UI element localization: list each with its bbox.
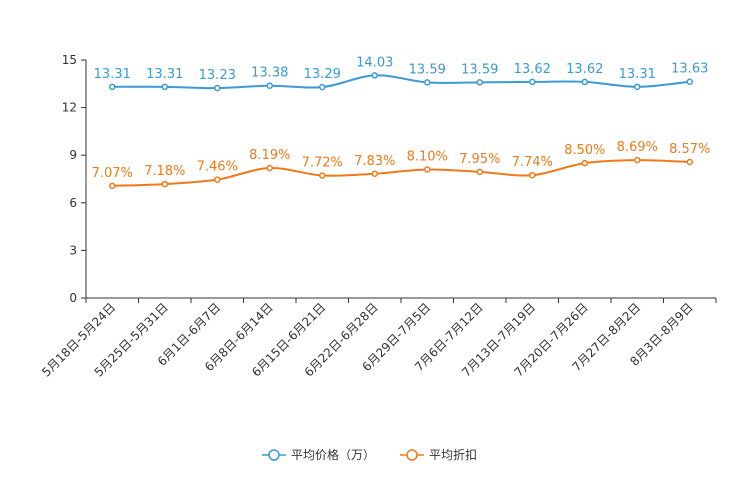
legend-label: 平均折扣 [429,447,477,462]
data-label: 7.83% [354,154,395,169]
data-point [476,168,483,176]
y-tick-label: 0 [69,291,77,305]
data-label: 7.95% [459,152,500,167]
data-label: 8.69% [617,140,658,155]
data-label: 13.38 [251,66,288,81]
data-point [634,83,641,91]
data-label: 8.10% [407,149,448,164]
data-point [371,72,378,79]
data-label: 13.63 [671,62,708,77]
data-point [634,156,641,164]
data-point [319,172,326,179]
y-tick-label: 9 [69,148,77,162]
data-point [161,83,168,91]
data-label: 7.72% [302,156,343,171]
data-point [686,158,693,166]
data-label: 13.31 [94,67,131,82]
legend-marker-icon [406,449,418,461]
data-label: 13.31 [146,67,183,82]
data-point [581,159,588,167]
data-point [109,83,116,91]
data-label: 7.46% [197,160,238,175]
series-line-0 [112,74,690,90]
data-point [266,82,273,89]
data-point [476,79,483,86]
data-label: 13.31 [619,67,656,82]
data-label: 7.74% [512,155,553,170]
data-point [529,78,536,86]
data-label: 7.18% [144,164,185,179]
y-tick-label: 15 [62,53,77,67]
y-tick-label: 3 [69,243,77,257]
data-point [581,78,588,86]
data-label: 13.59 [461,62,498,77]
data-point [424,79,431,86]
data-label: 8.19% [249,148,290,163]
data-point [371,170,378,178]
data-label: 14.03 [356,55,393,70]
series-line-1 [112,159,690,187]
y-tick-label: 6 [69,196,77,210]
data-label: 13.23 [199,68,236,83]
data-point [109,182,116,190]
data-point [161,180,168,188]
data-point [319,83,326,91]
legend-label: 平均价格（万） [291,447,375,462]
data-point [214,84,221,92]
legend-marker-icon [268,449,280,461]
data-label: 13.29 [304,67,341,82]
data-label: 8.57% [669,142,710,157]
data-label: 7.07% [92,166,133,181]
data-label: 13.62 [514,62,551,77]
data-point [529,171,536,179]
data-point [686,78,693,85]
data-label: 8.50% [564,143,605,158]
y-tick-label: 12 [62,101,77,115]
data-point [214,176,221,183]
data-point [424,166,431,173]
data-label: 13.59 [409,62,446,77]
data-label: 13.62 [566,62,603,77]
data-point [266,164,273,172]
